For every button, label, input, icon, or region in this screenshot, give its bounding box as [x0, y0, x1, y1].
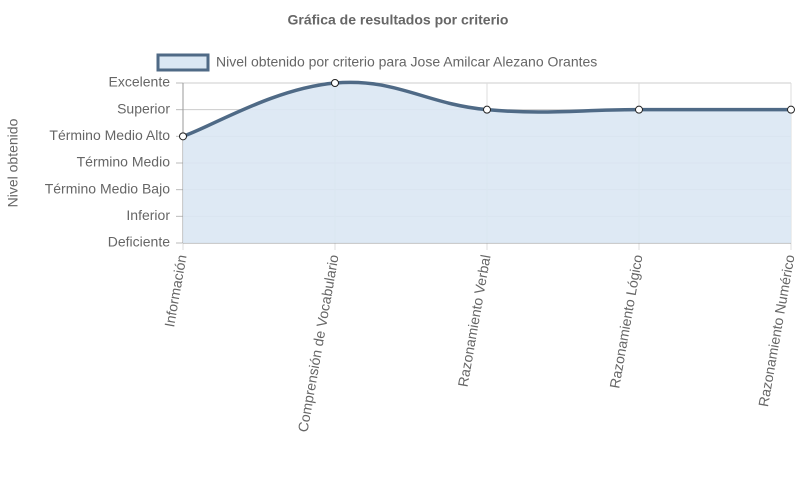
legend-swatch [156, 53, 210, 72]
x-tick-label: Información [161, 253, 189, 328]
y-tick-label: Superior [117, 100, 170, 116]
y-tick-label: Deficiente [108, 234, 170, 250]
y-tick-label: Término Medio [77, 154, 171, 170]
y-tick-label: Término Medio Bajo [45, 180, 170, 196]
x-tick-label: Razonamiento Lógico [606, 253, 645, 389]
chart-title: Gráfica de resultados por criterio [288, 12, 509, 28]
point [787, 105, 795, 114]
y-tick-label: Término Medio Alto [49, 127, 170, 143]
legend-label: Nivel obtenido por criterio para Jose Am… [216, 54, 597, 70]
y-tick-label: Inferior [126, 207, 170, 223]
x-tick-label: Razonamiento Numérico [755, 253, 796, 408]
y-axis-title: Nivel obtenido [5, 118, 21, 207]
point [483, 105, 491, 114]
point [635, 105, 643, 114]
area [183, 82, 791, 243]
point [331, 79, 339, 87]
y-tick-label: Excelente [109, 74, 171, 90]
point [179, 132, 187, 141]
x-tick-label: Razonamiento Verbal [455, 253, 494, 388]
x-tick-label: Comprensión de Vocabulario [295, 253, 342, 433]
